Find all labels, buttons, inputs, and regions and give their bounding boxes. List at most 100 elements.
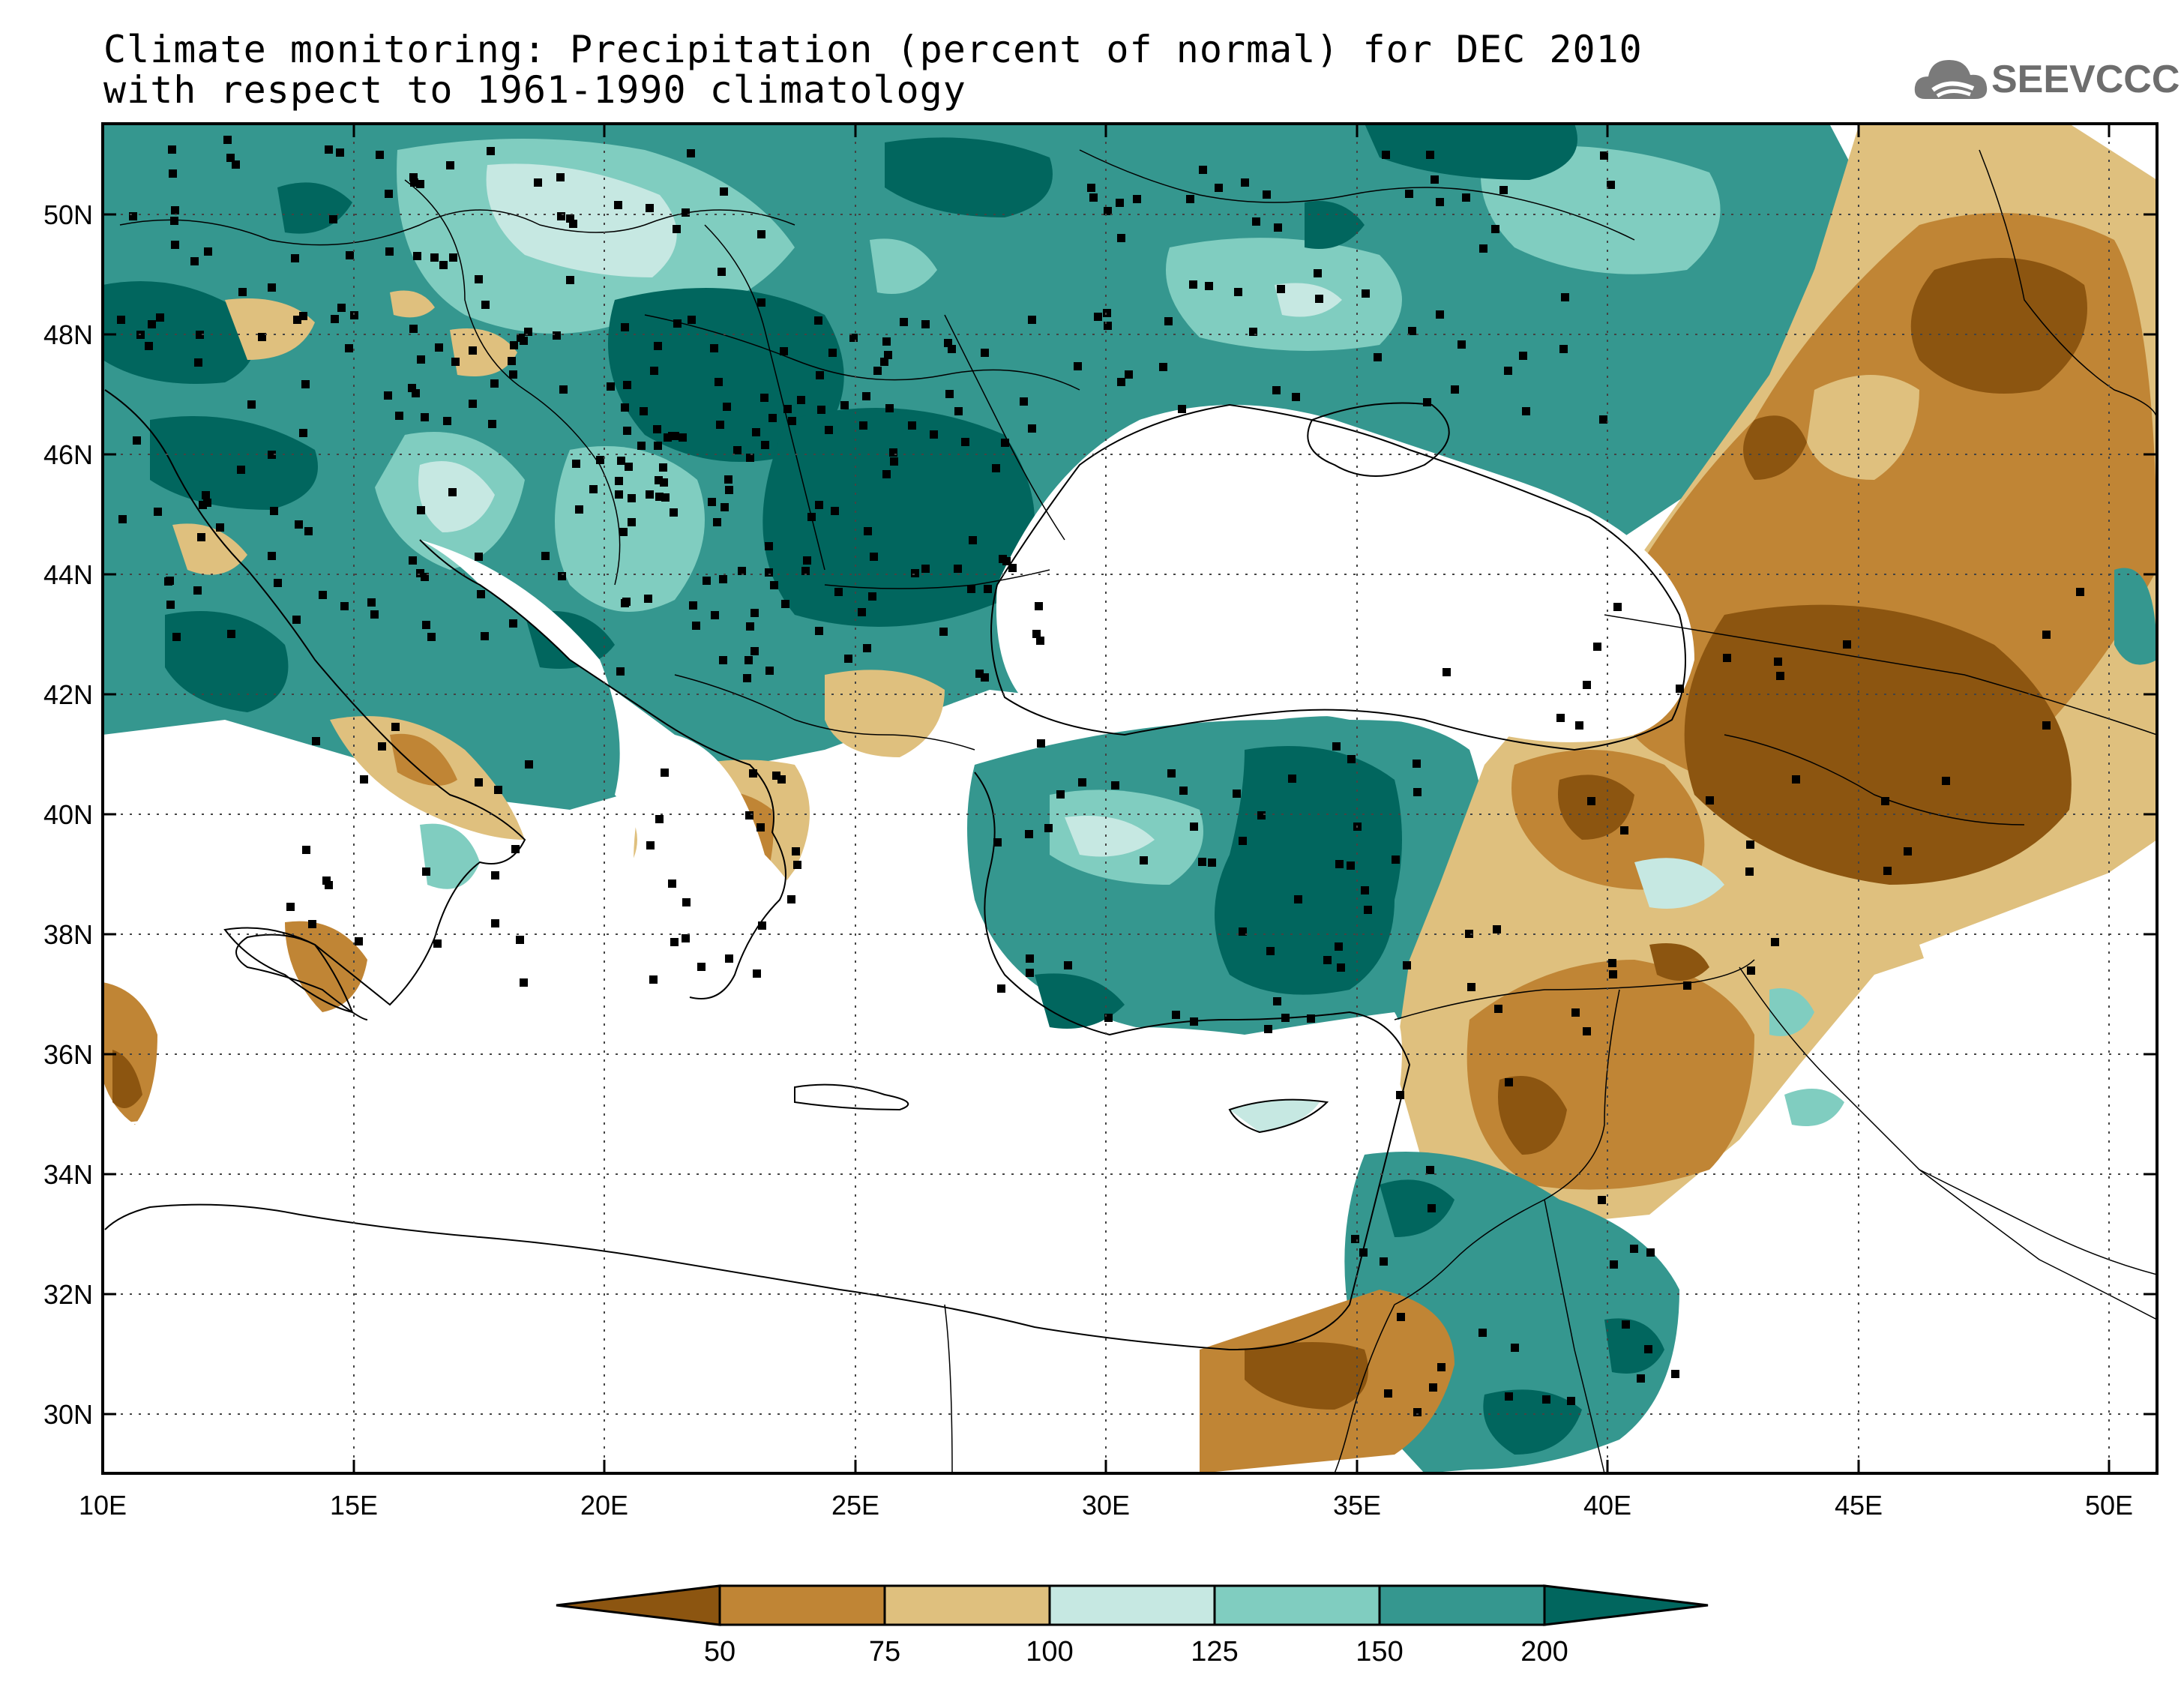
- station-marker: [1561, 293, 1569, 301]
- lat-label: 34N: [43, 1159, 93, 1190]
- station-marker: [118, 515, 127, 523]
- station-marker: [1428, 1204, 1436, 1212]
- station-marker: [671, 432, 679, 440]
- station-marker: [1263, 190, 1271, 199]
- station-marker: [1205, 282, 1213, 290]
- station-marker: [1429, 1383, 1437, 1392]
- station-marker: [557, 212, 565, 220]
- station-marker: [649, 975, 658, 984]
- station-marker: [517, 334, 525, 342]
- station-marker: [1431, 175, 1439, 184]
- lon-label: 50E: [2085, 1490, 2133, 1521]
- station-marker: [679, 433, 687, 442]
- station-marker: [1380, 1257, 1388, 1266]
- station-marker: [408, 384, 416, 392]
- station-marker: [488, 420, 496, 428]
- legend-tick: 125: [1191, 1636, 1238, 1668]
- station-marker: [644, 595, 652, 603]
- station-marker: [516, 936, 524, 944]
- station-marker: [448, 488, 457, 496]
- station-marker: [350, 311, 358, 319]
- station-marker: [1587, 797, 1595, 805]
- station-marker: [439, 261, 448, 269]
- station-marker: [650, 367, 658, 375]
- station-marker: [340, 602, 349, 610]
- station-marker: [1020, 397, 1028, 406]
- station-marker: [719, 575, 727, 583]
- station-marker: [1396, 1091, 1404, 1099]
- station-marker: [670, 938, 679, 946]
- station-marker: [607, 382, 615, 391]
- station-marker: [1423, 398, 1431, 406]
- station-marker: [336, 148, 344, 157]
- map-frame: [101, 122, 2159, 1475]
- station-marker: [385, 247, 394, 256]
- station-marker: [1362, 289, 1370, 298]
- station-marker: [172, 633, 181, 641]
- station-marker: [1522, 407, 1530, 415]
- station-marker: [725, 486, 733, 494]
- station-marker: [511, 845, 520, 853]
- station-marker: [981, 349, 989, 357]
- station-marker: [421, 413, 429, 421]
- station-marker: [885, 404, 894, 412]
- station-marker: [1494, 1005, 1502, 1013]
- station-marker: [1281, 1014, 1290, 1022]
- station-marker: [668, 879, 676, 888]
- station-marker: [421, 573, 429, 581]
- station-marker: [1413, 1408, 1422, 1416]
- station-marker: [345, 344, 353, 352]
- latitude-labels: 50N 48N 46N 44N 42N 40N 38N 36N 34N 32N …: [43, 199, 93, 1430]
- station-marker: [237, 466, 245, 474]
- station-marker: [299, 429, 307, 437]
- station-marker: [948, 345, 956, 353]
- station-marker: [199, 501, 207, 509]
- station-marker: [1252, 217, 1260, 226]
- station-marker: [1359, 1248, 1368, 1257]
- lon-label: 20E: [580, 1490, 628, 1521]
- station-marker: [308, 920, 316, 928]
- station-marker: [882, 470, 891, 478]
- station-marker: [1883, 867, 1892, 875]
- coastlines: [104, 389, 1686, 1351]
- station-marker: [961, 438, 969, 446]
- station-marker: [863, 644, 871, 652]
- station-marker: [1111, 781, 1119, 790]
- station-marker: [670, 508, 678, 517]
- station-marker: [193, 586, 202, 595]
- lon-label: 15E: [330, 1490, 378, 1521]
- station-marker: [868, 592, 876, 601]
- lat-label: 40N: [43, 799, 93, 830]
- station-marker: [724, 475, 732, 484]
- station-marker: [777, 775, 786, 784]
- lat-label: 36N: [43, 1039, 93, 1070]
- station-marker: [370, 610, 379, 619]
- station-marker: [768, 414, 777, 422]
- station-marker: [1771, 938, 1779, 946]
- station-marker: [325, 881, 333, 889]
- station-marker: [304, 527, 313, 535]
- station-marker: [954, 407, 963, 415]
- station-marker: [1178, 405, 1186, 413]
- station-marker: [793, 861, 801, 869]
- station-marker: [815, 627, 823, 635]
- station-marker: [1335, 942, 1343, 951]
- station-marker: [1307, 1014, 1315, 1023]
- station-marker: [410, 178, 418, 187]
- station-marker: [145, 342, 153, 350]
- station-marker: [984, 585, 992, 593]
- station-marker: [889, 448, 897, 457]
- station-marker: [1044, 824, 1053, 832]
- station-marker: [713, 518, 721, 526]
- station-marker: [752, 428, 760, 436]
- station-marker: [1382, 151, 1390, 159]
- station-marker: [1094, 313, 1102, 321]
- station-marker: [1457, 340, 1466, 349]
- station-marker: [409, 556, 417, 565]
- logo-text: SEEVCCC: [1991, 58, 2180, 101]
- map-title-line-2: with respect to 1961-1990 climatology: [103, 68, 966, 112]
- graticule: [103, 124, 2157, 1473]
- lon-label: 10E: [79, 1490, 127, 1521]
- station-marker: [1776, 672, 1784, 680]
- station-marker: [625, 463, 633, 471]
